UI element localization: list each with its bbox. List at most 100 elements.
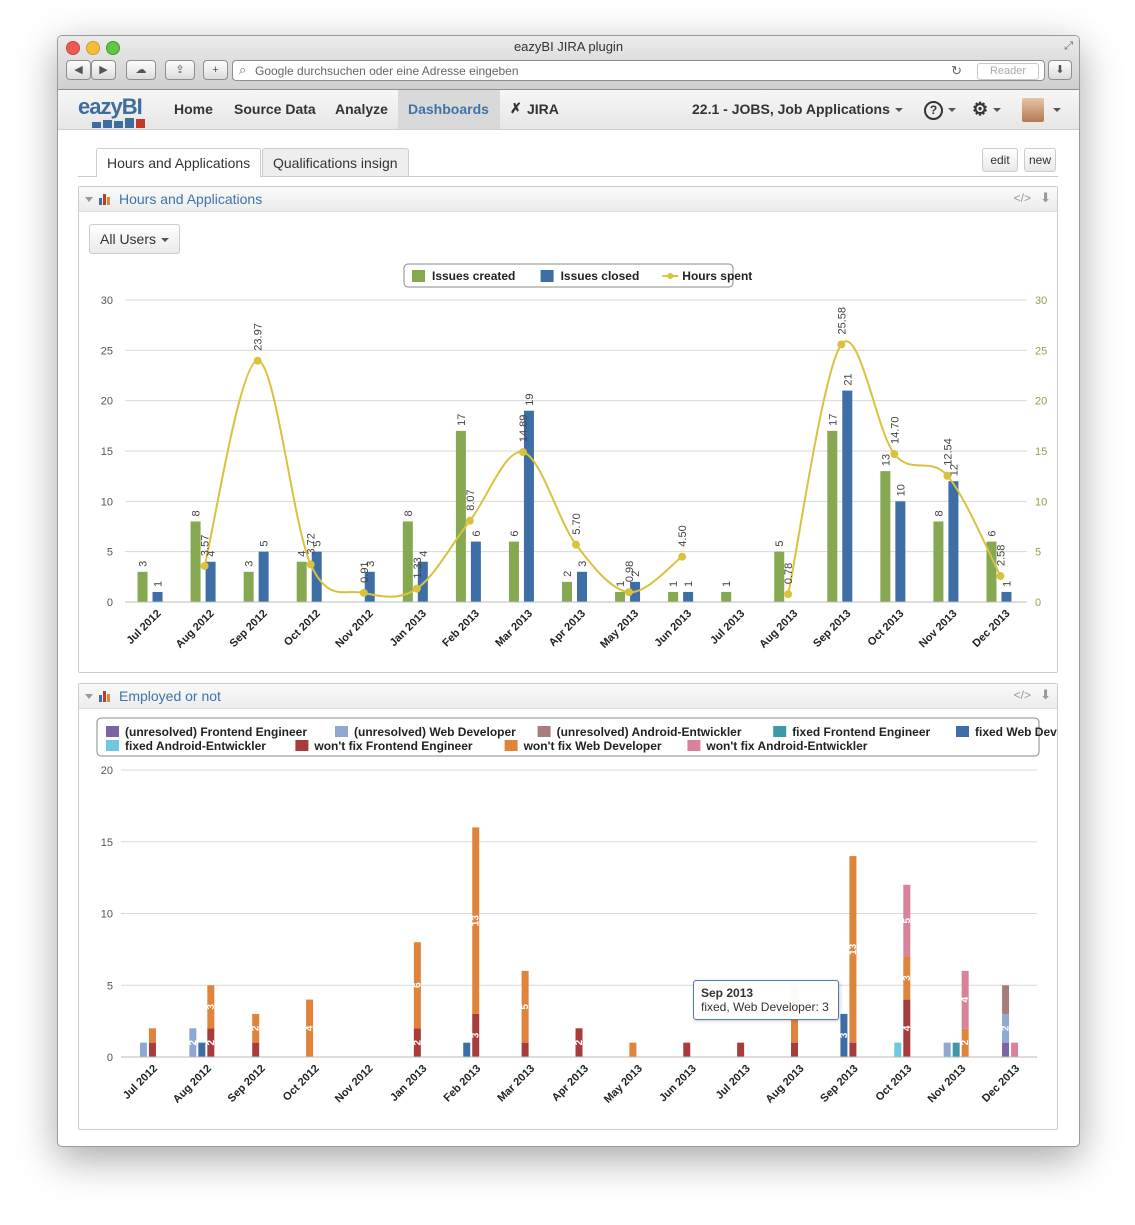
bar-segment [1002, 985, 1010, 1014]
segment-label: 5 [902, 917, 913, 923]
x-tick-label: Sep 2012 [226, 1063, 268, 1105]
y2-tick-label: 30 [1035, 295, 1047, 307]
download-icon[interactable]: ⬇ [1040, 687, 1051, 702]
nav-home[interactable]: Home [174, 101, 213, 117]
data-label: 8.07 [465, 489, 477, 510]
nav-source-data[interactable]: Source Data [234, 101, 316, 117]
bar-segment [894, 1042, 902, 1057]
tab-hours-and-applications[interactable]: Hours and Applications [96, 148, 262, 177]
fullscreen-icon[interactable]: ⤢ [1064, 40, 1073, 52]
bar-segment [413, 942, 421, 1029]
close-window-button[interactable] [66, 41, 80, 55]
bar-segment [413, 1028, 421, 1057]
segment-label: 2 [188, 1039, 199, 1045]
bar-segment [207, 1028, 215, 1057]
title-bar: eazyBI JIRA plugin ⤢ ◀ ▶ ☁ ⇪ + ⌕ Google … [58, 36, 1079, 90]
y-tick-label: 25 [101, 345, 113, 357]
address-bar[interactable]: ⌕ Google durchsuchen oder eine Adresse e… [232, 60, 1045, 81]
user-filter-dropdown[interactable]: All Users [89, 224, 181, 254]
minimize-window-button[interactable] [86, 41, 100, 55]
panel-title[interactable]: Hours and Applications [119, 191, 263, 207]
downloads-button[interactable]: ⬇ [1048, 60, 1072, 80]
line-point [996, 572, 1005, 581]
x-tick-label: Jul 2012 [121, 1063, 160, 1102]
data-label: 1 [721, 581, 733, 587]
bar-segment [903, 999, 911, 1057]
segment-label: 3 [471, 1032, 482, 1038]
share-button[interactable]: ⇪ [165, 60, 195, 80]
bar [668, 591, 679, 602]
y2-tick-label: 5 [1035, 547, 1041, 559]
zoom-window-button[interactable] [106, 41, 120, 55]
x-tick-label: Aug 2012 [174, 608, 217, 651]
panel-title[interactable]: Employed or not [119, 688, 221, 704]
bar [1001, 591, 1012, 602]
bar [933, 521, 944, 602]
back-button[interactable]: ◀ [66, 60, 91, 80]
tab-qualifications[interactable]: Qualifications insign [262, 148, 409, 176]
bar [205, 561, 216, 602]
bar [895, 501, 906, 602]
avatar[interactable] [1022, 98, 1044, 122]
chevron-down-icon [948, 108, 956, 113]
data-label: 8 [403, 510, 415, 516]
y-tick-label: 0 [107, 1052, 113, 1064]
legend-swatch [540, 270, 554, 282]
line-point [412, 584, 421, 593]
cloud-tabs-button[interactable]: ☁ [126, 60, 156, 80]
data-label: 6 [471, 530, 483, 536]
bar [243, 571, 254, 602]
bar [258, 551, 269, 602]
x-tick-label: Jan 2013 [388, 608, 429, 649]
x-tick-label: Oct 2012 [282, 608, 323, 649]
x-tick-label: Jul 2013 [708, 608, 747, 647]
bar-segment [961, 970, 969, 1029]
jira-icon: ✗ [510, 100, 522, 116]
bar-segment [1011, 1042, 1019, 1057]
line-point [518, 448, 527, 457]
chevron-down-icon[interactable] [1053, 108, 1061, 112]
data-label: 5.70 [571, 513, 583, 534]
legend-label: fixed Web Developer [975, 725, 1057, 739]
download-icon[interactable]: ⬇ [1040, 190, 1051, 205]
y-tick-label: 15 [101, 837, 113, 849]
embed-code-icon[interactable]: </> [1013, 191, 1031, 205]
bar-segment [575, 1028, 583, 1057]
account-selector[interactable]: 22.1 - JOBS, Job Applications [692, 90, 903, 129]
bar [562, 581, 572, 602]
edit-button[interactable]: edit [982, 148, 1018, 172]
help-menu[interactable]: ? [924, 90, 956, 129]
nav-dashboards[interactable]: Dashboards [398, 90, 500, 129]
segment-label: 2 [574, 1039, 585, 1045]
settings-menu[interactable]: ⚙ [972, 90, 1002, 129]
collapse-icon[interactable] [85, 694, 93, 699]
forward-button[interactable]: ▶ [91, 60, 116, 80]
embed-code-icon[interactable]: </> [1013, 688, 1031, 702]
data-label: 3.72 [306, 533, 318, 554]
x-tick-label: May 2013 [602, 1063, 645, 1106]
x-tick-label: Feb 2013 [440, 608, 482, 650]
bar-segment [903, 884, 911, 957]
new-button[interactable]: new [1024, 148, 1056, 172]
bar [827, 430, 838, 602]
line-point [784, 590, 793, 599]
x-tick-label: Jul 2012 [124, 608, 163, 647]
reader-button[interactable]: Reader [977, 63, 1039, 80]
x-tick-label: Dec 2013 [980, 1063, 1022, 1105]
y-tick-label: 15 [101, 446, 113, 458]
reload-icon[interactable]: ↻ [951, 63, 962, 78]
data-label: 1 [1001, 581, 1013, 587]
gear-icon: ⚙ [972, 99, 989, 119]
x-tick-label: Nov 2013 [926, 1063, 969, 1106]
nav-analyze[interactable]: Analyze [335, 101, 388, 117]
new-tab-button[interactable]: + [203, 60, 228, 80]
chart-tooltip: Sep 2013 fixed, Web Developer: 3 [693, 980, 839, 1020]
segment-label: 6 [412, 982, 423, 988]
bar-segment [463, 1042, 471, 1057]
browser-window: eazyBI JIRA plugin ⤢ ◀ ▶ ☁ ⇪ + ⌕ Google … [57, 35, 1080, 1147]
eazybi-logo[interactable]: eazyBI [78, 94, 153, 128]
line-point [890, 450, 899, 459]
nav-jira[interactable]: JIRA [527, 101, 559, 117]
collapse-icon[interactable] [85, 197, 93, 202]
x-tick-label: Sep 2013 [818, 1063, 860, 1105]
